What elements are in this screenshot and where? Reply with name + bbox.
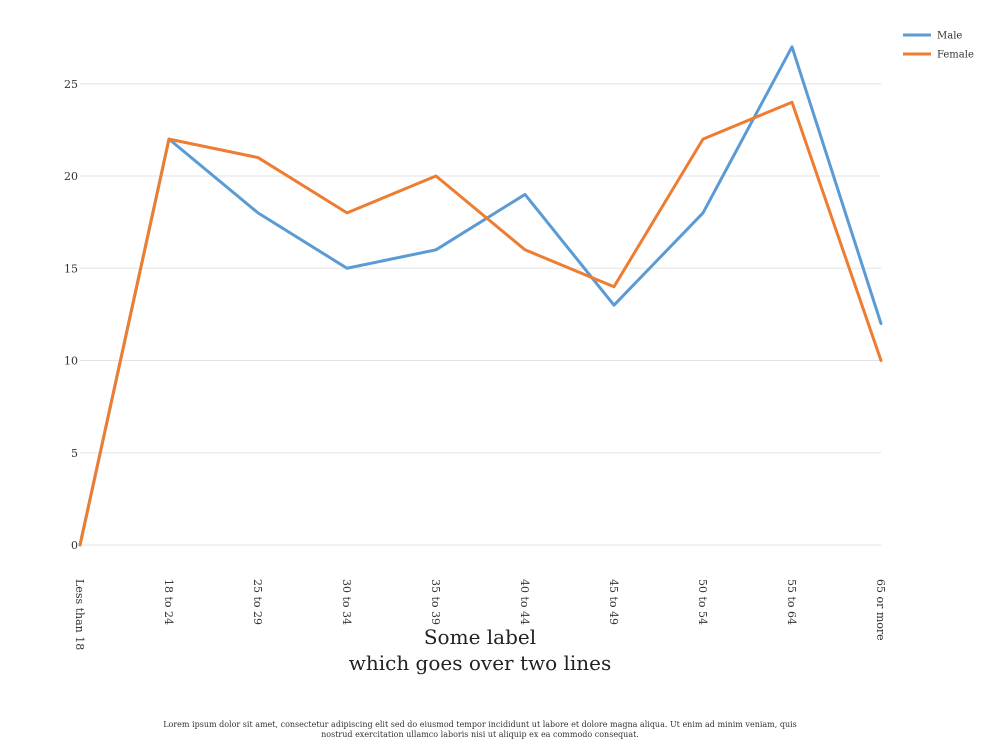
legend-label-male: Male — [937, 31, 962, 42]
y-tick-label: 15 — [64, 262, 78, 275]
y-axis: 0 5 10 15 20 25 — [64, 78, 78, 552]
y-tick-label: 5 — [71, 447, 78, 460]
legend: Male Female — [903, 31, 974, 61]
legend-label-female: Female — [937, 50, 974, 61]
x-axis-title: Some label which goes over two lines — [348, 625, 612, 675]
y-tick-label: 20 — [64, 170, 78, 183]
footnote: Lorem ipsum dolor sit amet, consectetur … — [163, 720, 797, 739]
x-tick-label: 55 to 64 — [785, 579, 798, 625]
x-tick-label: 25 to 29 — [251, 579, 264, 625]
x-tick-label: 50 to 54 — [696, 579, 709, 625]
x-tick-label: Less than 18 — [73, 579, 86, 650]
y-tick-label: 0 — [71, 539, 78, 552]
x-tick-label: 30 to 34 — [340, 579, 353, 625]
x-tick-label: 45 to 49 — [607, 579, 620, 625]
x-tick-label: 18 to 24 — [162, 579, 175, 625]
y-tick-label: 25 — [64, 78, 78, 91]
x-tick-label: 65 or more — [874, 579, 887, 641]
x-tick-label: 40 to 44 — [518, 579, 531, 625]
x-tick-label: 35 to 39 — [429, 579, 442, 625]
x-axis: Less than 18 18 to 24 25 to 29 30 to 34 35 t… — [73, 579, 887, 650]
y-tick-label: 10 — [64, 355, 78, 368]
series-layer — [78, 45, 883, 547]
series-line-female — [78, 100, 883, 547]
grid — [80, 83, 881, 546]
series-line-male — [78, 45, 883, 547]
